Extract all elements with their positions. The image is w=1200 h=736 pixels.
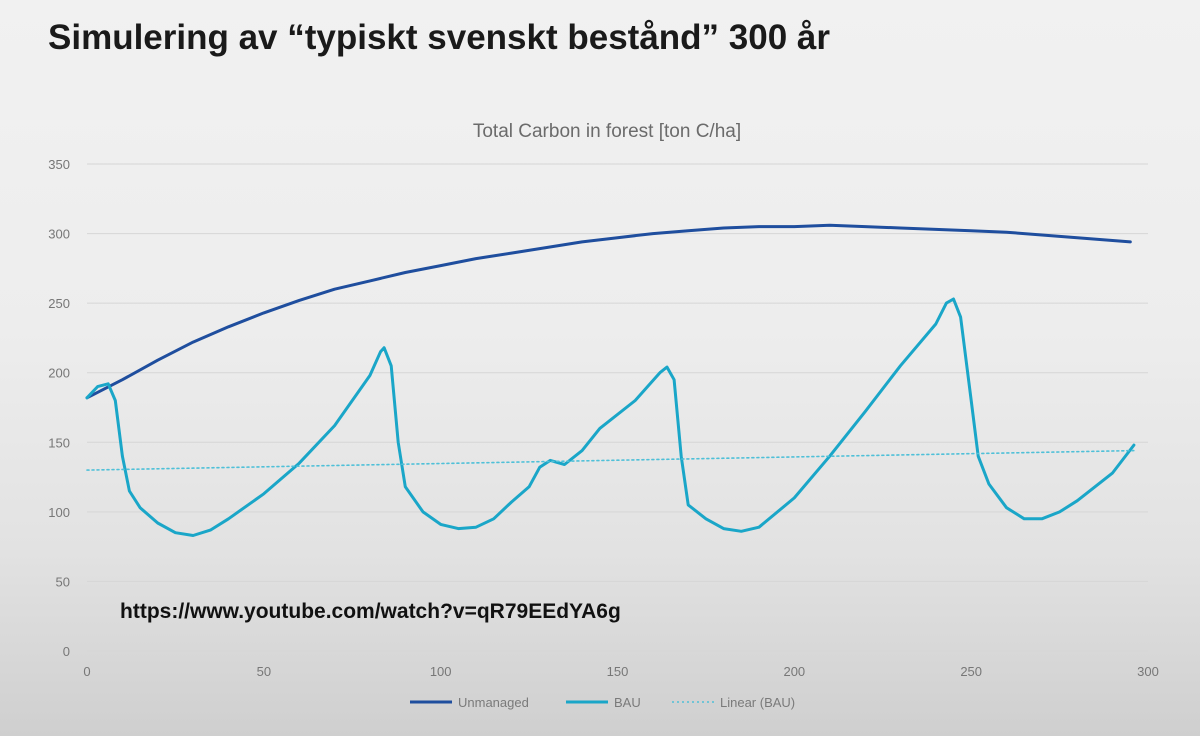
y-tick-label: 0 <box>63 644 70 659</box>
series-line-unmanaged <box>85 223 1132 400</box>
x-tick-label: 100 <box>430 664 452 679</box>
y-tick-label: 300 <box>48 227 70 242</box>
x-axis-tick-labels: 0 50 100 150 200 250 300 <box>83 664 1158 679</box>
y-tick-label: 200 <box>48 366 70 381</box>
y-tick-label: 100 <box>48 505 70 520</box>
series-line-bau <box>85 297 1136 537</box>
x-tick-label: 150 <box>607 664 629 679</box>
legend: Unmanaged BAU Linear (BAU) <box>410 695 795 710</box>
chart-title: Total Carbon in forest [ton C/ha] <box>473 121 741 142</box>
x-tick-label: 250 <box>960 664 982 679</box>
y-tick-label: 50 <box>56 574 70 589</box>
x-tick-label: 50 <box>257 664 271 679</box>
gridlines <box>87 163 1148 652</box>
x-tick-label: 0 <box>83 664 90 679</box>
source-url: https://www.youtube.com/watch?v=qR79EEdY… <box>120 600 621 623</box>
legend-label: Linear (BAU) <box>720 695 795 710</box>
x-tick-label: 200 <box>783 664 805 679</box>
legend-label: BAU <box>614 695 641 710</box>
legend-label: Unmanaged <box>458 695 529 710</box>
y-tick-label: 250 <box>48 296 70 311</box>
x-tick-label: 300 <box>1137 664 1159 679</box>
y-axis-tick-labels: 0 50 100 150 200 250 300 350 <box>48 157 70 659</box>
series-layer <box>85 223 1136 537</box>
y-tick-label: 350 <box>48 157 70 172</box>
slide-title: Simulering av “typiskt svenskt bestånd” … <box>48 18 830 57</box>
y-tick-label: 150 <box>48 435 70 450</box>
series-line-linear-bau <box>86 449 1135 471</box>
